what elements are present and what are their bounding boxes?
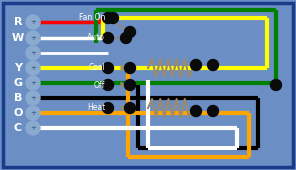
Text: +: + bbox=[30, 35, 36, 41]
Text: R: R bbox=[14, 17, 22, 27]
Circle shape bbox=[207, 59, 218, 71]
Circle shape bbox=[26, 46, 40, 60]
Text: O: O bbox=[13, 108, 23, 118]
Text: Y: Y bbox=[14, 63, 22, 73]
Circle shape bbox=[191, 59, 202, 71]
Circle shape bbox=[26, 31, 40, 45]
Text: +: + bbox=[30, 50, 36, 56]
Circle shape bbox=[26, 91, 40, 105]
Circle shape bbox=[102, 80, 113, 90]
Text: W: W bbox=[12, 33, 24, 43]
Circle shape bbox=[107, 13, 118, 23]
Text: Fan On: Fan On bbox=[79, 13, 105, 22]
Text: Off: Off bbox=[94, 81, 105, 89]
Text: +: + bbox=[30, 80, 36, 86]
Circle shape bbox=[26, 121, 40, 135]
Circle shape bbox=[125, 27, 136, 38]
Circle shape bbox=[125, 103, 136, 114]
Circle shape bbox=[102, 13, 113, 23]
Text: +: + bbox=[30, 65, 36, 71]
Text: +: + bbox=[30, 110, 36, 116]
Circle shape bbox=[102, 103, 113, 114]
Circle shape bbox=[26, 106, 40, 120]
Text: Cool: Cool bbox=[88, 64, 105, 72]
Circle shape bbox=[125, 63, 136, 73]
Circle shape bbox=[102, 32, 113, 44]
Circle shape bbox=[120, 32, 131, 44]
Circle shape bbox=[26, 15, 40, 29]
Text: C: C bbox=[14, 123, 22, 133]
Circle shape bbox=[26, 76, 40, 90]
Text: Auto: Auto bbox=[87, 33, 105, 42]
Circle shape bbox=[102, 63, 113, 73]
Circle shape bbox=[26, 61, 40, 75]
Text: +: + bbox=[30, 19, 36, 25]
Circle shape bbox=[191, 106, 202, 116]
Text: +: + bbox=[30, 95, 36, 101]
Text: G: G bbox=[13, 78, 22, 88]
Text: Heat: Heat bbox=[87, 104, 105, 113]
Text: B: B bbox=[14, 93, 22, 103]
Circle shape bbox=[271, 80, 281, 90]
Text: +: + bbox=[30, 125, 36, 131]
Circle shape bbox=[207, 106, 218, 116]
Circle shape bbox=[125, 80, 136, 90]
